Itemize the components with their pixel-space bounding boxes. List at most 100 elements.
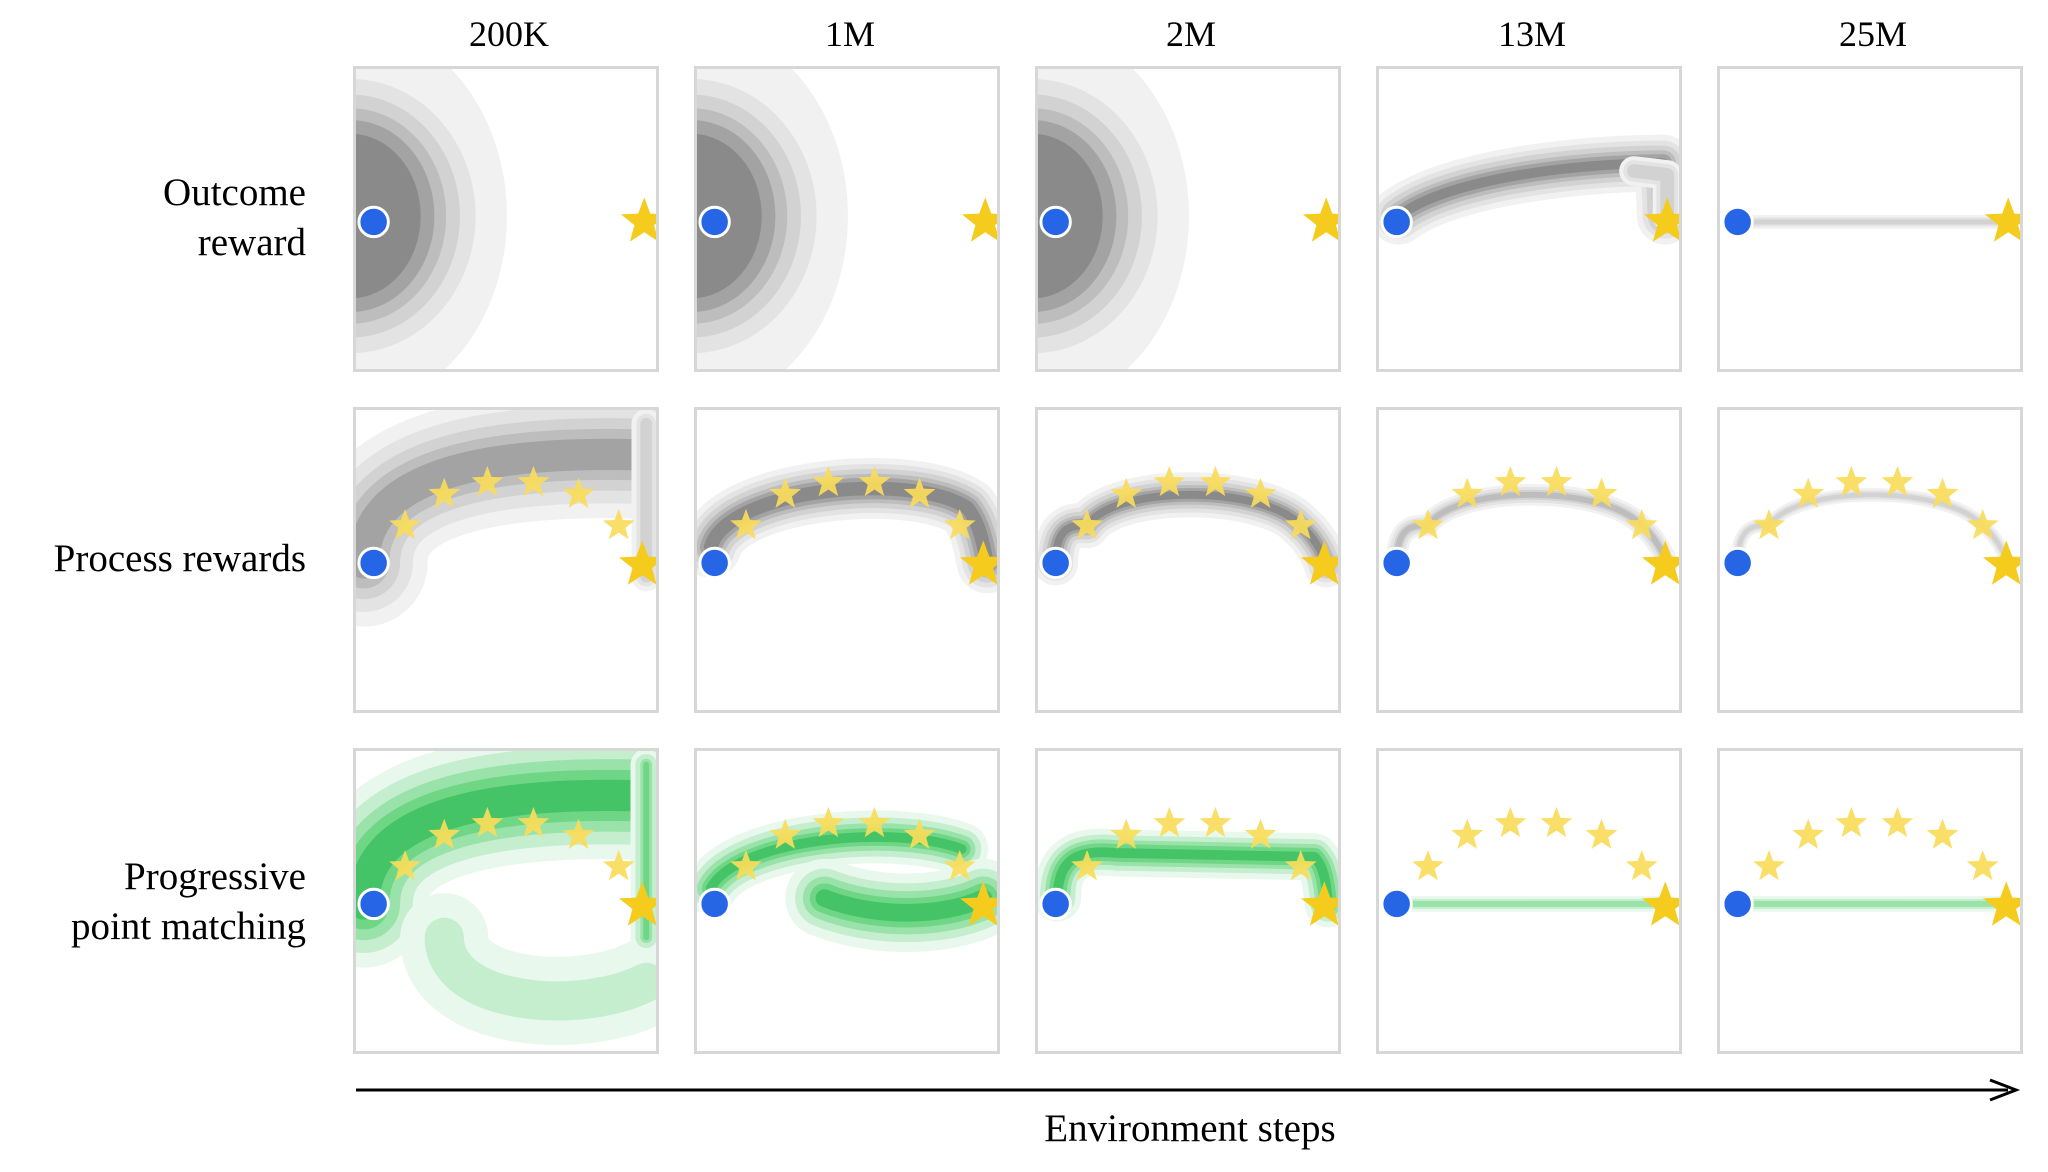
start-position-marker bbox=[1039, 546, 1072, 580]
trajectory-panel bbox=[694, 407, 1000, 713]
waypoint-star-icon bbox=[1625, 850, 1658, 881]
waypoint-star-icon bbox=[1835, 465, 1868, 497]
waypoint-star-icon bbox=[1753, 509, 1785, 540]
row-label-line: Progressive bbox=[124, 855, 306, 898]
start-position-marker bbox=[357, 546, 390, 580]
waypoint-stars bbox=[1412, 806, 1658, 881]
waypoint-star-icon bbox=[1585, 477, 1618, 508]
trajectory-panel bbox=[1376, 748, 1682, 1054]
goal-star-icon bbox=[1300, 881, 1338, 926]
density-contours bbox=[1385, 484, 1679, 576]
goal-star-icon bbox=[620, 197, 656, 242]
start-position-marker bbox=[1039, 205, 1072, 239]
waypoint-stars bbox=[389, 806, 635, 881]
waypoint-star-icon bbox=[1244, 477, 1277, 508]
goal-star-icon bbox=[1982, 881, 2020, 926]
start-position-marker bbox=[1721, 205, 1754, 239]
waypoint-stars bbox=[1753, 806, 1999, 881]
waypoint-star-icon bbox=[812, 465, 845, 497]
goal-star-icon bbox=[1641, 881, 1679, 926]
density-contours bbox=[697, 810, 989, 915]
waypoint-star-icon bbox=[1966, 850, 1999, 881]
waypoint-star-icon bbox=[1494, 465, 1527, 497]
density-band bbox=[1393, 491, 1671, 568]
trajectory-panel bbox=[353, 66, 659, 372]
density-band bbox=[1733, 490, 2013, 570]
waypoint-star-icon bbox=[428, 818, 461, 849]
waypoint-stars bbox=[1412, 465, 1658, 540]
column-label: 25M bbox=[1838, 14, 1907, 54]
trajectory-panel-drawing bbox=[1380, 806, 1679, 926]
waypoint-star-icon bbox=[517, 465, 550, 497]
goal-star-icon bbox=[961, 197, 997, 242]
x-axis-arrowhead bbox=[1989, 1078, 2021, 1102]
waypoint-star-icon bbox=[1199, 806, 1232, 838]
trajectory-panel bbox=[1376, 66, 1682, 372]
goal-star-icon bbox=[618, 881, 656, 926]
start-position-marker bbox=[698, 205, 731, 239]
waypoint-star-icon bbox=[903, 818, 936, 849]
column-label: 13M bbox=[1497, 14, 1566, 54]
waypoint-stars bbox=[1753, 465, 1999, 540]
density-band bbox=[1052, 847, 1334, 909]
trajectory-panel-drawing bbox=[697, 806, 997, 952]
density-band bbox=[1735, 492, 2011, 568]
waypoint-star-icon bbox=[943, 509, 976, 540]
trajectory-panel bbox=[353, 407, 659, 713]
trajectory-panel bbox=[1717, 748, 2023, 1054]
waypoint-stars bbox=[730, 806, 976, 881]
row-label-outcome-reward: Outcome reward bbox=[0, 168, 306, 268]
waypoint-star-icon bbox=[517, 806, 550, 838]
trajectory-panel bbox=[694, 66, 1000, 372]
trajectory-panel-drawing bbox=[1380, 465, 1679, 585]
start-position-marker bbox=[1380, 205, 1413, 239]
waypoint-star-icon bbox=[602, 509, 635, 540]
row-label-progressive-point-matching: Progressive point matching bbox=[0, 852, 306, 952]
waypoint-star-icon bbox=[1110, 818, 1143, 849]
waypoint-star-icon bbox=[1284, 509, 1317, 540]
waypoint-star-icon bbox=[1153, 465, 1186, 497]
trajectory-panel-drawing bbox=[1721, 465, 2020, 585]
waypoint-star-icon bbox=[389, 509, 421, 540]
trajectory-panel-drawing bbox=[1379, 134, 1679, 245]
start-position-marker bbox=[1721, 546, 1754, 580]
density-band bbox=[356, 779, 656, 920]
waypoint-star-icon bbox=[943, 850, 976, 881]
waypoint-stars bbox=[1071, 806, 1317, 881]
density-contours bbox=[697, 69, 848, 369]
trajectory-panel-drawing bbox=[1721, 806, 2020, 926]
column-label: 2M bbox=[1165, 14, 1216, 54]
waypoint-star-icon bbox=[1625, 509, 1658, 540]
start-position-marker bbox=[1721, 887, 1754, 921]
trajectory-panel bbox=[1035, 407, 1341, 713]
x-axis-label: Environment steps bbox=[1044, 1107, 1336, 1150]
column-label: 200K bbox=[469, 14, 549, 54]
waypoint-star-icon bbox=[428, 477, 461, 508]
start-position-marker bbox=[357, 887, 390, 921]
density-band bbox=[424, 917, 656, 1021]
waypoint-star-icon bbox=[812, 806, 845, 838]
goal-star-icon bbox=[1300, 540, 1338, 585]
density-contours bbox=[400, 893, 656, 1045]
trajectory-panel-drawing bbox=[1721, 197, 2020, 242]
density-contours bbox=[356, 410, 656, 627]
trajectory-panel bbox=[1717, 407, 2023, 713]
waypoint-star-icon bbox=[769, 818, 802, 849]
waypoint-star-icon bbox=[1412, 509, 1444, 540]
waypoint-star-icon bbox=[1792, 818, 1825, 849]
start-position-marker bbox=[1380, 887, 1413, 921]
density-contours bbox=[356, 751, 656, 968]
waypoint-star-icon bbox=[471, 465, 504, 497]
waypoint-star-icon bbox=[1966, 509, 1999, 540]
waypoint-star-icon bbox=[1792, 477, 1825, 508]
density-contours bbox=[1038, 828, 1338, 928]
column-label: 1M bbox=[824, 14, 875, 54]
waypoint-star-icon bbox=[858, 806, 891, 838]
goal-star-icon bbox=[1643, 197, 1679, 242]
waypoint-star-icon bbox=[1494, 806, 1527, 838]
density-band bbox=[1730, 487, 2016, 572]
row-label-line: Process rewards bbox=[53, 537, 306, 580]
density-band bbox=[356, 438, 656, 579]
goal-star-icon bbox=[959, 540, 997, 585]
start-position-marker bbox=[698, 887, 731, 921]
